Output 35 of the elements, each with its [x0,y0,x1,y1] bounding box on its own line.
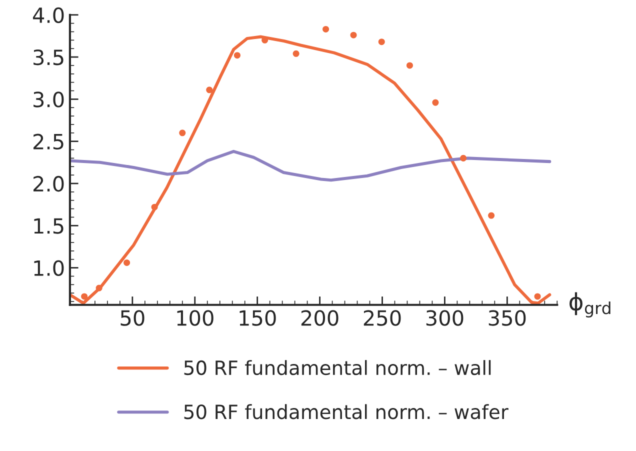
y-tick-label: 1.0 [34,260,64,276]
point [206,86,213,94]
x-tick-label: 250 [364,310,401,326]
x-tick-label: 200 [301,310,338,326]
x-axis-title: ϕ$_{grd}$ [570,292,610,318]
y-tick-label: 3.5 [34,49,64,66]
point [378,38,385,46]
point [322,26,330,32]
line-series [70,150,552,182]
line-series [70,35,552,305]
point [406,62,413,69]
point [179,130,186,136]
point [534,293,541,300]
y-tick-label: 3.0 [34,92,64,108]
point [488,212,495,219]
point [81,293,88,300]
x-tick-label: 100 [177,310,214,326]
x-tick-label: 50 [120,310,144,326]
point [292,50,300,57]
x-tick-label: 350 [488,310,526,326]
point [350,32,357,38]
point [151,204,158,210]
legend-label: 50 RF fundamental norm. – wafer [184,404,508,420]
point [460,154,467,162]
x-tick-label: 150 [240,310,276,326]
point [234,52,240,59]
point [432,99,439,106]
y-tick-label: 2.5 [33,134,64,150]
x-tick-label: 300 [426,310,464,326]
y-tick-label: 2.0 [33,176,64,192]
legend-label: 50 RF fundamental norm. – wall [184,360,491,376]
y-tick-label: 4.0 [32,7,64,24]
y-tick-label: 1.5 [34,218,64,234]
point [96,284,102,292]
point [124,259,130,266]
